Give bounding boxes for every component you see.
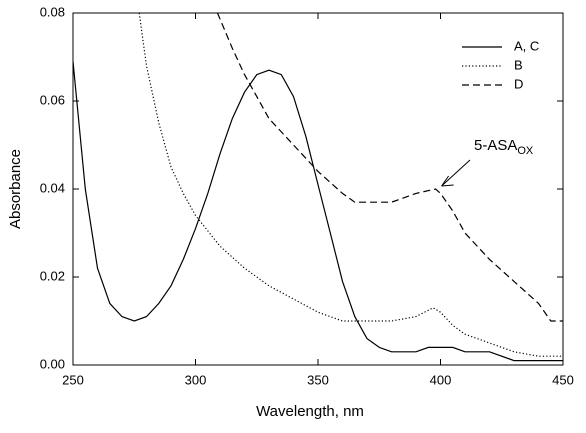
annotation-arrowhead [441,175,454,187]
x-tick-label: 450 [552,372,574,387]
legend-label: D [514,76,523,91]
annotation-arrow [441,159,471,187]
plot-area [73,13,563,362]
data-line [138,13,563,357]
legend-label: A, C [514,38,539,53]
y-axis-label: Absorbance [7,149,24,229]
legend-label: B [514,57,523,72]
y-tick-label: 0.06 [40,92,65,107]
annotation: 5-ASAOX [474,137,534,157]
y-tick-label: 0.00 [40,356,65,371]
y-tick-label: 0.04 [40,180,65,195]
x-tick-label: 250 [62,372,84,387]
x-tick-label: 400 [430,372,452,387]
y-tick-label: 0.02 [40,268,65,283]
x-axis-label: Wavelength, nm [256,403,364,420]
x-tick-label: 350 [307,372,329,387]
data-line [216,13,563,322]
annotation-subscript: OX [517,145,534,157]
y-tick-label: 0.08 [40,4,65,19]
annotation-text: 5-ASA [474,137,517,154]
data-line [73,61,563,362]
x-tick-label: 300 [185,372,207,387]
